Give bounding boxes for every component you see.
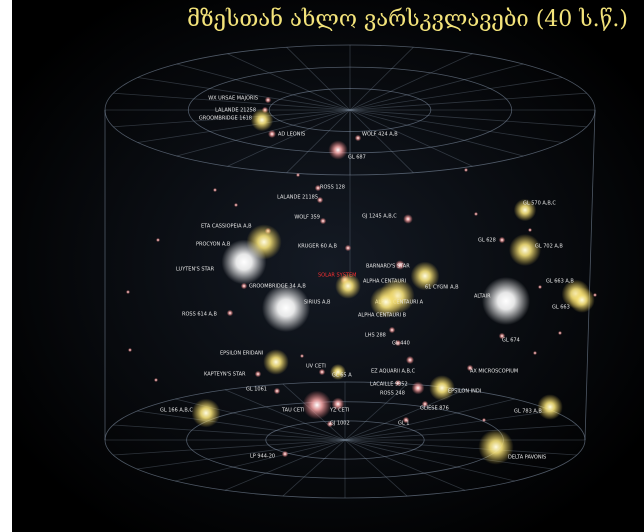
star-glow: [282, 451, 288, 457]
star-label: TAU CETI: [281, 408, 305, 414]
star-glow: [345, 245, 351, 251]
star-glow: [569, 287, 595, 313]
star-label: GL 663: [552, 305, 570, 311]
star-glow: [320, 218, 326, 224]
star-glow: [262, 284, 310, 332]
background-star: [213, 188, 217, 192]
star-label: GL 687: [348, 155, 366, 161]
star-label: AX MICROSCOPIUM: [470, 369, 518, 375]
star-label: LHS 288: [365, 333, 386, 339]
star-label: LP 944-20: [250, 454, 275, 460]
star-label: GL 1: [398, 421, 409, 427]
star-label: GL 628: [478, 238, 496, 244]
star-glow: [482, 277, 530, 325]
background-star: [154, 378, 158, 382]
star-label: KRUGER 60 A,B: [298, 244, 337, 250]
star-label: GL 65 A: [332, 373, 352, 379]
star-label: ALTAIR: [474, 294, 491, 300]
page: მზესთან ახლო ვარსკვლავები (40 ს.წ.) WX U…: [0, 0, 644, 532]
background-star: [126, 290, 130, 294]
star-label: ROSS 248: [380, 391, 405, 397]
background-star: [128, 348, 132, 352]
star-label: ROSS 614 A,B: [182, 312, 217, 318]
background-star: [300, 354, 304, 358]
background-star: [482, 418, 486, 422]
background-star: [156, 238, 160, 242]
star-label: LUYTEN'S STAR: [176, 267, 215, 273]
background-star: [296, 173, 300, 177]
star-glow: [412, 382, 425, 395]
star-label: DELTA PAVONIS: [508, 455, 546, 461]
star-label: EPSILON ERIDANI: [220, 351, 263, 357]
star-label: KAPTEYN'S STAR: [204, 372, 246, 378]
star-label: 61 CYGNI A,B: [425, 285, 459, 291]
star-glow: [319, 369, 325, 375]
star-label: WX URSAE MAJORIS: [208, 96, 258, 102]
star-label: LALANDE 21258: [215, 108, 256, 114]
star-label: YZ CETI: [329, 408, 349, 414]
star-label: WOLF 424 A,B: [362, 132, 398, 138]
star-label: BARNARD'S STAR: [366, 264, 410, 270]
star-label: ROSS 128: [320, 185, 345, 191]
star-label: EZ AQUARII A,B,C: [371, 369, 416, 375]
star-label: UV CETI: [306, 364, 326, 370]
star-label: GL 663 A,B: [546, 279, 574, 285]
star-label: LALANDE 21185: [277, 195, 318, 201]
star-label: AD LEONIS: [278, 132, 305, 138]
star-label: GL 570 A,B,C: [523, 201, 556, 207]
background-star: [464, 168, 468, 172]
star-glow: [227, 310, 233, 316]
star-label: GL 1061: [246, 387, 267, 393]
star-glow: [265, 97, 271, 103]
star-map: მზესთან ახლო ვარსკვლავები (40 ს.წ.) WX U…: [0, 0, 644, 532]
star-label: ALPHA CENTAURI B: [358, 313, 407, 319]
star-glow: [406, 356, 414, 364]
background-star: [533, 351, 537, 355]
star-glow: [328, 140, 347, 159]
star-glow: [268, 130, 276, 138]
star-glow: [274, 388, 280, 394]
star-label: GL 702 A,B: [535, 244, 563, 250]
star-label: SIRIUS A,B: [304, 300, 331, 306]
star-glow: [537, 394, 563, 420]
star-glow: [499, 237, 505, 243]
star-glow: [192, 399, 221, 428]
star-label: GLIESE 876: [420, 406, 449, 412]
title: მზესთან ახლო ვარსკვლავები (40 ს.წ.): [187, 6, 628, 32]
background-star: [558, 331, 562, 335]
star-label: GJ 1245 A,B,C: [362, 214, 397, 220]
star-label: GL 166 A,B,C: [160, 408, 193, 414]
background-star: [528, 228, 532, 232]
star-label: LACAILLE 9352: [370, 382, 408, 388]
star-label: PROCYON A,B: [196, 242, 231, 248]
star-label: EPSILON INDI: [448, 389, 481, 395]
star-glow: [303, 391, 332, 420]
star-glow: [241, 283, 247, 289]
star-label: GROOMBRIDGE 1618: [199, 116, 252, 122]
star-glow: [263, 349, 289, 375]
star-label: GJ 1002: [330, 421, 350, 427]
star-glow: [355, 135, 361, 141]
star-glow: [335, 273, 361, 299]
background-star: [474, 212, 478, 216]
background-star: [538, 285, 542, 289]
star-glow: [509, 234, 541, 266]
star-label: GL 674: [502, 338, 520, 344]
star-glow: [222, 240, 267, 285]
star-label: GL 440: [392, 341, 410, 347]
star-glow: [403, 214, 413, 224]
star-label: GL 783 A,B: [514, 409, 542, 415]
star-label: ETA CASSIOPEIA A,B: [201, 224, 252, 230]
background-star: [234, 203, 238, 207]
star-glow: [389, 327, 395, 333]
star-glow: [255, 371, 261, 377]
star-label: WOLF 359: [294, 215, 320, 221]
star-glow: [251, 109, 273, 131]
